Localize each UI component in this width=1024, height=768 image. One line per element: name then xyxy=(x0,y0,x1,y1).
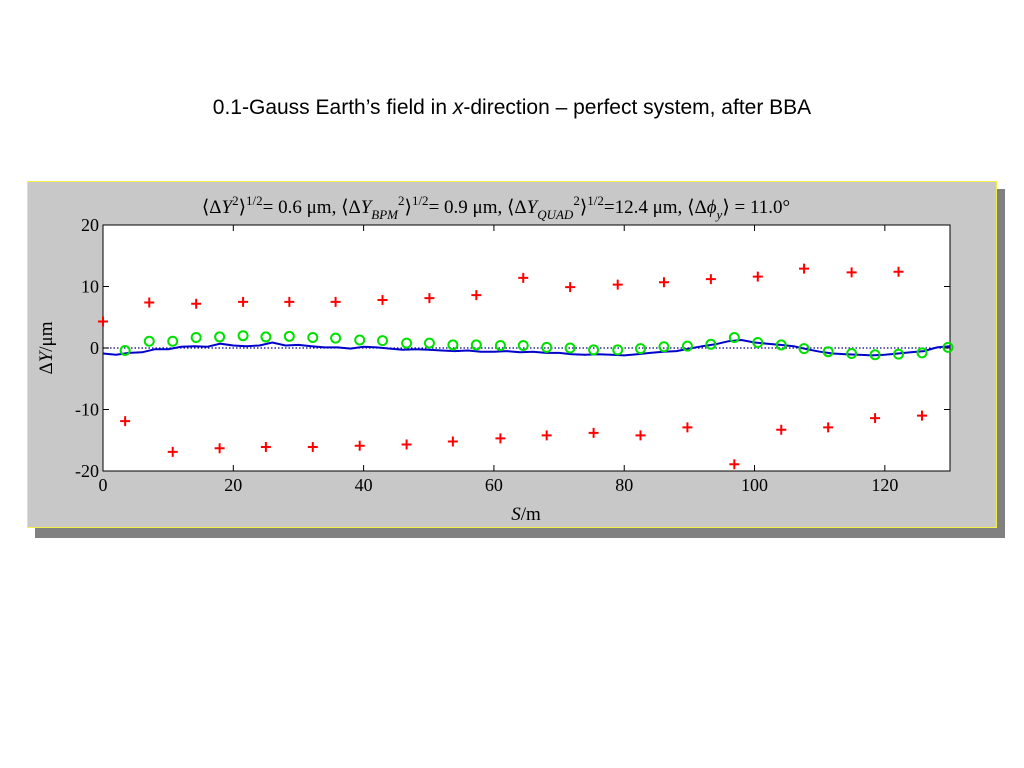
circle-point xyxy=(705,338,717,350)
circle-point xyxy=(658,341,670,353)
x-tick-label: 40 xyxy=(355,475,373,495)
plus-point xyxy=(635,430,646,441)
plus-point xyxy=(823,422,834,433)
circle-point xyxy=(893,348,905,360)
circle-point xyxy=(541,341,553,353)
plus-point xyxy=(565,282,576,293)
circle-point xyxy=(869,349,881,361)
circle-point xyxy=(377,335,389,347)
y-tick-label: 10 xyxy=(81,277,99,297)
circle-point xyxy=(775,339,787,351)
plus-point xyxy=(658,277,669,288)
circle-point xyxy=(942,341,954,353)
y-tick-label: -20 xyxy=(75,461,99,481)
plus-point xyxy=(214,443,225,454)
plus-point xyxy=(447,436,458,447)
plus-point xyxy=(870,413,881,424)
plus-point xyxy=(330,296,341,307)
circle-point xyxy=(588,344,600,356)
plus-point xyxy=(284,296,295,307)
circle-point xyxy=(470,339,482,351)
plus-point xyxy=(167,446,178,457)
y-tick-label: 20 xyxy=(81,215,99,235)
circle-point xyxy=(237,330,249,342)
circle-point xyxy=(447,339,459,351)
chart-panel: ⟨ΔY2⟩1/2= 0.6 μm, ⟨ΔYBPM2⟩1/2= 0.9 μm, ⟨… xyxy=(27,181,997,528)
y-axis-label: ΔY/μm xyxy=(36,321,57,374)
circle-point xyxy=(354,334,366,346)
circle-point xyxy=(143,335,155,347)
circle-point xyxy=(728,332,740,344)
plus-point xyxy=(541,430,552,441)
x-tick-label: 100 xyxy=(741,475,768,495)
plus-point xyxy=(682,422,693,433)
plus-point xyxy=(191,298,202,309)
plus-point xyxy=(377,295,388,306)
plus-point xyxy=(893,266,904,277)
slide-title: 0.1-Gauss Earth’s field in x-direction –… xyxy=(212,96,812,119)
y-tick-label: 0 xyxy=(90,338,99,358)
plus-point xyxy=(98,316,108,327)
plus-point xyxy=(120,416,131,427)
circle-point xyxy=(517,340,529,352)
circle-point xyxy=(612,344,624,356)
plus-point xyxy=(354,440,365,451)
circle-point xyxy=(330,332,342,344)
circle-point xyxy=(681,340,693,352)
y-tick-label: -10 xyxy=(75,400,99,420)
circle-point xyxy=(260,331,272,343)
x-axis-label: S/m xyxy=(511,504,541,525)
circle-point xyxy=(401,337,413,349)
plus-point xyxy=(471,290,482,301)
plus-point xyxy=(238,296,249,307)
circle-point xyxy=(214,331,226,343)
circle-point xyxy=(798,343,810,355)
circle-point xyxy=(167,335,179,347)
plus-point xyxy=(588,427,599,438)
plus-point xyxy=(401,439,412,450)
circle-point xyxy=(564,342,576,354)
plus-point xyxy=(752,271,763,282)
plus-point xyxy=(705,274,716,285)
x-tick-label: 20 xyxy=(224,475,242,495)
circle-point xyxy=(119,344,131,356)
plus-point xyxy=(307,442,318,453)
plus-point xyxy=(916,410,927,421)
plus-point xyxy=(424,293,435,304)
circle-point xyxy=(307,332,319,344)
plus-point xyxy=(612,279,623,290)
chart-svg: ⟨ΔY2⟩1/2= 0.6 μm, ⟨ΔYBPM2⟩1/2= 0.9 μm, ⟨… xyxy=(36,193,954,525)
x-tick-label: 60 xyxy=(485,475,503,495)
plus-point xyxy=(846,267,857,278)
circle-point xyxy=(635,343,647,355)
plus-point xyxy=(776,424,787,435)
circle-point xyxy=(822,346,834,358)
plus-point xyxy=(495,433,506,444)
chart-header: ⟨ΔY2⟩1/2= 0.6 μm, ⟨ΔYBPM2⟩1/2= 0.9 μm, ⟨… xyxy=(202,193,790,222)
x-tick-label: 0 xyxy=(99,475,108,495)
plus-point xyxy=(729,459,740,470)
circle-point xyxy=(494,340,506,352)
plus-point xyxy=(144,297,155,308)
circle-point xyxy=(752,336,764,348)
x-tick-label: 80 xyxy=(615,475,633,495)
circle-point xyxy=(846,348,858,360)
plus-point xyxy=(799,263,810,274)
circle-point xyxy=(190,332,202,344)
circle-point xyxy=(423,337,435,349)
x-tick-label: 120 xyxy=(871,475,898,495)
plus-point xyxy=(260,442,271,453)
circle-point xyxy=(916,347,928,359)
plus-point xyxy=(518,272,529,283)
circle-point xyxy=(283,330,295,342)
